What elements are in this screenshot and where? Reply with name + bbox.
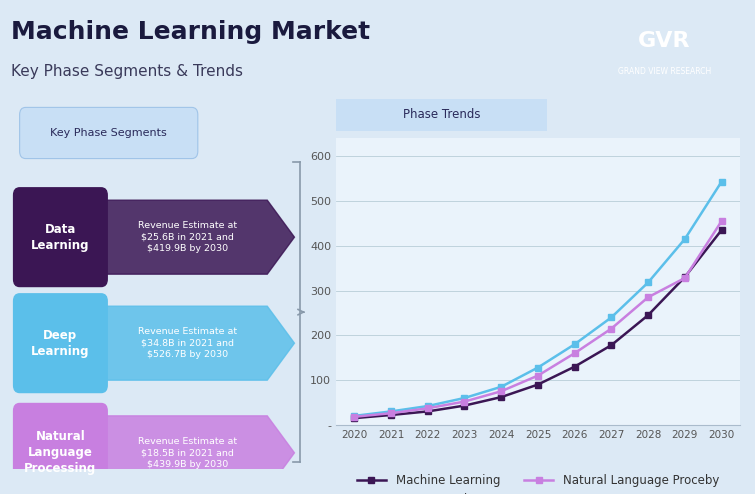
Legend: Machine Learning, Deep Learning, Natural Language Proceby: Machine Learning, Deep Learning, Natural… <box>352 469 724 494</box>
Machine Learning <box>570 364 579 370</box>
Natural Language Proceby <box>497 388 506 394</box>
Deep Learning <box>570 341 579 347</box>
Polygon shape <box>101 416 294 490</box>
Deep Learning <box>534 365 543 370</box>
Text: Data
Learning: Data Learning <box>31 223 90 251</box>
Deep Learning <box>497 384 506 390</box>
Deep Learning <box>460 395 469 401</box>
Text: Machine Learning Market: Machine Learning Market <box>11 20 371 43</box>
Deep Learning <box>424 403 433 409</box>
Natural Language Proceby <box>680 275 689 281</box>
Text: Phase Trends: Phase Trends <box>403 108 480 122</box>
Machine Learning <box>680 274 689 280</box>
Natural Language Proceby <box>717 218 726 224</box>
FancyBboxPatch shape <box>14 404 107 494</box>
FancyBboxPatch shape <box>14 188 107 287</box>
Natural Language Proceby <box>424 405 433 411</box>
FancyBboxPatch shape <box>20 107 198 159</box>
Natural Language Proceby <box>534 372 543 378</box>
Text: GRAND VIEW RESEARCH: GRAND VIEW RESEARCH <box>618 67 711 76</box>
Deep Learning <box>350 413 359 419</box>
Text: Revenue Estimate at
$25.6B in 2021 and
$419.9B by 2030: Revenue Estimate at $25.6B in 2021 and $… <box>137 221 237 253</box>
Machine Learning <box>717 227 726 233</box>
Line: Machine Learning: Machine Learning <box>351 227 725 421</box>
Line: Natural Language Proceby: Natural Language Proceby <box>351 218 725 420</box>
Text: GVR: GVR <box>638 31 691 51</box>
Machine Learning <box>607 342 616 348</box>
Machine Learning <box>424 409 433 414</box>
FancyBboxPatch shape <box>325 97 558 132</box>
Deep Learning <box>717 179 726 185</box>
Text: Deep
Learning: Deep Learning <box>31 329 90 358</box>
Machine Learning <box>350 415 359 421</box>
Text: Revenue Estimate at
$18.5B in 2021 and
$439.9B by 2030: Revenue Estimate at $18.5B in 2021 and $… <box>137 437 237 469</box>
Natural Language Proceby <box>607 326 616 331</box>
Polygon shape <box>101 306 294 380</box>
Deep Learning <box>607 315 616 321</box>
Text: Revenue Estimate at
$34.8B in 2021 and
$526.7B by 2030: Revenue Estimate at $34.8B in 2021 and $… <box>137 327 237 360</box>
Machine Learning <box>534 381 543 387</box>
Polygon shape <box>101 200 294 274</box>
Machine Learning <box>497 394 506 400</box>
Text: Key Phase Segments & Trends: Key Phase Segments & Trends <box>11 64 243 79</box>
Natural Language Proceby <box>570 350 579 356</box>
Machine Learning <box>643 312 652 318</box>
Machine Learning <box>387 412 396 418</box>
Line: Deep Learning: Deep Learning <box>351 179 725 419</box>
Deep Learning <box>643 280 652 286</box>
Text: Natural
Language
Processing: Natural Language Processing <box>24 430 97 475</box>
Deep Learning <box>680 236 689 242</box>
Natural Language Proceby <box>387 410 396 416</box>
Text: Key Phase Segments: Key Phase Segments <box>51 127 167 138</box>
Machine Learning <box>460 403 469 409</box>
Deep Learning <box>387 409 396 414</box>
Natural Language Proceby <box>350 414 359 420</box>
Natural Language Proceby <box>643 294 652 300</box>
FancyBboxPatch shape <box>14 294 107 393</box>
Natural Language Proceby <box>460 399 469 405</box>
